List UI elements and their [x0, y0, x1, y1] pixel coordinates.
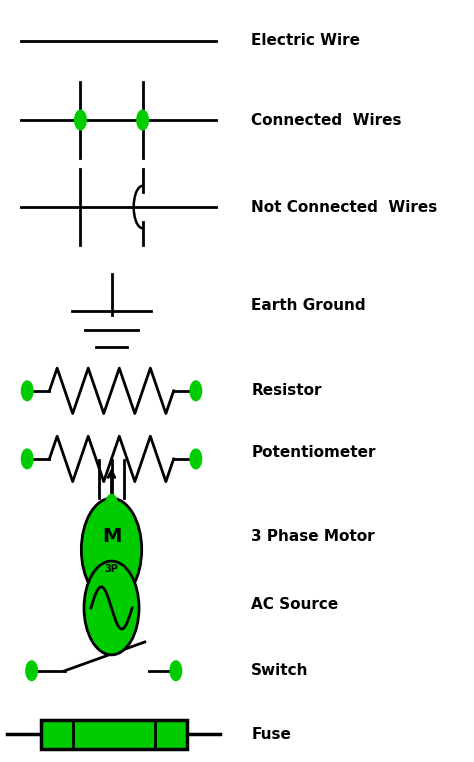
- Bar: [40, 720, 187, 748]
- Circle shape: [190, 449, 201, 469]
- Text: Connected  Wires: Connected Wires: [251, 113, 402, 127]
- Text: Potentiometer: Potentiometer: [251, 445, 376, 460]
- Circle shape: [170, 661, 182, 680]
- Text: M: M: [102, 527, 121, 546]
- Text: 3 Phase Motor: 3 Phase Motor: [251, 529, 375, 543]
- Circle shape: [190, 381, 201, 401]
- Circle shape: [21, 381, 33, 401]
- Text: AC Source: AC Source: [251, 597, 338, 612]
- Text: Resistor: Resistor: [251, 383, 322, 399]
- Text: Electric Wire: Electric Wire: [251, 33, 360, 48]
- Text: Earth Ground: Earth Ground: [251, 298, 366, 313]
- Text: Not Connected  Wires: Not Connected Wires: [251, 200, 438, 215]
- Text: Fuse: Fuse: [251, 727, 291, 741]
- Text: Switch: Switch: [251, 663, 309, 678]
- Circle shape: [26, 661, 37, 680]
- Circle shape: [84, 561, 139, 655]
- Circle shape: [75, 110, 86, 130]
- Circle shape: [82, 498, 142, 601]
- Circle shape: [21, 449, 33, 469]
- Text: 3P: 3P: [105, 564, 118, 574]
- Circle shape: [106, 495, 117, 514]
- Circle shape: [137, 110, 148, 130]
